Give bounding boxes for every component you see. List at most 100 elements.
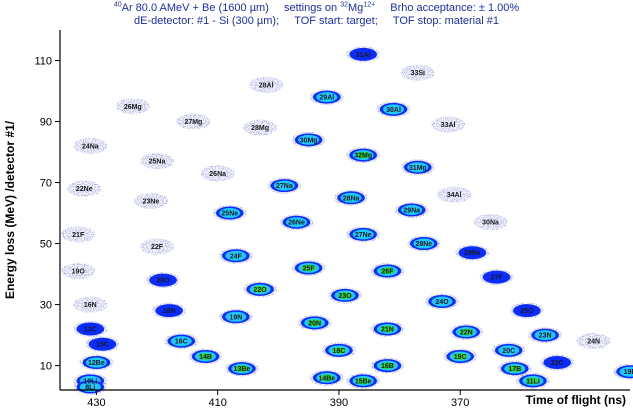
isotope-label-layer: 31Al 33Si 28Al 29Al 30Al 26Mg 27Mg 28Mg 30Mg 32Mg… [72, 52, 633, 392]
isotope-label-22n: 22N [460, 330, 473, 337]
isotope-cluster-13c [73, 320, 108, 337]
cluster-ring [407, 162, 429, 173]
isotope-label-24f: 24F [230, 253, 243, 260]
isotope-cluster-30al [376, 101, 411, 118]
cluster-halo [176, 113, 211, 130]
cluster-ring [170, 336, 192, 347]
brho-acceptance: Brho acceptance: ± 1.00% [390, 1, 520, 14]
cluster-ring [380, 325, 395, 333]
isotope-cluster-20n [297, 314, 332, 331]
isotope-label-25na: 25Na [149, 159, 166, 166]
isotope-cluster-25ne [212, 205, 247, 222]
isotope-label-22f: 22F [151, 244, 164, 251]
header-line-beam: 40Ar 80.0 AMeV + Be (1600 µm) settings o… [0, 1, 633, 14]
isotope-label-19b: 19B [624, 369, 633, 376]
isotope-label-25f: 25F [303, 265, 316, 272]
isotope-cluster-25f [291, 259, 326, 276]
y-tick-label: 90 [40, 117, 52, 129]
isotope-cluster-28mg [243, 119, 278, 136]
y-tick-label: 110 [34, 56, 52, 68]
isotope-label-18n: 18N [163, 308, 176, 315]
isotope-cluster-24n [576, 333, 611, 350]
isotope-label-31mg: 31Mg [409, 165, 427, 172]
isotope-label-32mg: 32Mg [354, 153, 372, 160]
cluster-halo [140, 153, 175, 170]
cluster-ring [76, 322, 105, 336]
cluster-ring [285, 217, 307, 228]
isotope-cluster-23n [528, 327, 563, 344]
cluster-ring [458, 246, 487, 260]
isotope-cluster-25o [509, 302, 544, 319]
isotope-label-17b: 17B [508, 366, 521, 373]
isotope-label-30al: 30Al [386, 107, 401, 114]
cluster-ring [458, 328, 474, 336]
cluster-halo [73, 296, 108, 313]
cluster-halo [140, 238, 175, 255]
isotope-cluster-11li [515, 372, 550, 389]
isotope-cluster-14b [188, 348, 223, 365]
isotope-cluster-30mg [291, 131, 326, 148]
cluster-ring [273, 180, 295, 191]
cluster-ring [225, 311, 247, 322]
cluster-ring [319, 374, 335, 382]
isotope-cluster-22f [140, 238, 175, 255]
isotope-cluster-21f [61, 226, 96, 243]
isotope-label-25o: 25O [520, 308, 534, 315]
cluster-ring [380, 362, 395, 369]
cluster-halo [73, 137, 108, 154]
isotope-label-20n: 20N [308, 320, 321, 327]
isotope-label-29al: 29Al [319, 95, 334, 102]
isotope-cluster-31al [346, 46, 381, 63]
cluster-ring [482, 270, 511, 284]
isotope-cluster-24na [73, 137, 108, 154]
cluster-ring [355, 151, 371, 159]
cluster-ring [340, 192, 362, 203]
cluster-ring [401, 205, 423, 215]
cluster-ring [85, 357, 107, 368]
y-tick-label: 50 [40, 239, 52, 251]
isotope-cluster-26ne [279, 214, 314, 231]
isotope-label-24n: 24N [587, 339, 600, 346]
isotope-label-34al: 34Al [447, 192, 462, 199]
cluster-ring [234, 365, 250, 373]
isotope-cluster-12be [79, 354, 114, 371]
isotope-label-15be: 15Be [355, 378, 372, 385]
isotope-cluster-31mg [400, 159, 435, 176]
x-tick-label: 430 [87, 397, 105, 409]
isotope-cluster-16n [73, 296, 108, 313]
isotope-label-22c: 22C [551, 360, 564, 367]
isotope-cluster-22c [540, 354, 575, 371]
isotope-cluster-29ne [455, 244, 490, 261]
y-tick-label: 30 [40, 300, 52, 312]
isotope-label-27ne: 27Ne [355, 232, 372, 239]
isotope-cluster-22o [243, 281, 278, 298]
isotope-cluster-26f [370, 263, 405, 280]
cluster-halo [249, 76, 284, 93]
isotope-cluster-19o [61, 263, 96, 280]
isotope-cluster-27na [267, 177, 302, 194]
cluster-ring [380, 267, 395, 275]
isotope-cluster-27ne [346, 226, 381, 243]
isotope-cluster-15c [85, 336, 120, 353]
isotope-label-30na: 30Na [482, 220, 499, 227]
beam-text: Ar 80.0 AMeV + Be (1600 µm) [121, 1, 269, 14]
isotope-cluster-19c [443, 348, 478, 365]
isotope-label-27na: 27Na [276, 183, 293, 190]
cluster-ring [155, 304, 183, 318]
isotope-label-13be: 13Be [234, 366, 251, 373]
isotope-label-28ne: 28Ne [415, 241, 432, 248]
settings-text: settings on [283, 1, 338, 14]
isotope-cluster-14be [309, 369, 344, 386]
cluster-halo [200, 165, 235, 182]
isotope-label-23n: 23N [539, 333, 552, 340]
isotope-cluster-19n [218, 308, 253, 325]
cluster-halo [61, 226, 96, 243]
isotope-cluster-29al [309, 89, 344, 106]
x-axis-title: Time of flight (ns) [526, 393, 626, 407]
isotope-label-28na: 28Na [343, 195, 360, 202]
isotope-label-14b: 14B [199, 354, 212, 361]
cluster-halo [431, 116, 466, 133]
cluster-halo [67, 180, 102, 197]
cluster-ring [413, 238, 435, 249]
